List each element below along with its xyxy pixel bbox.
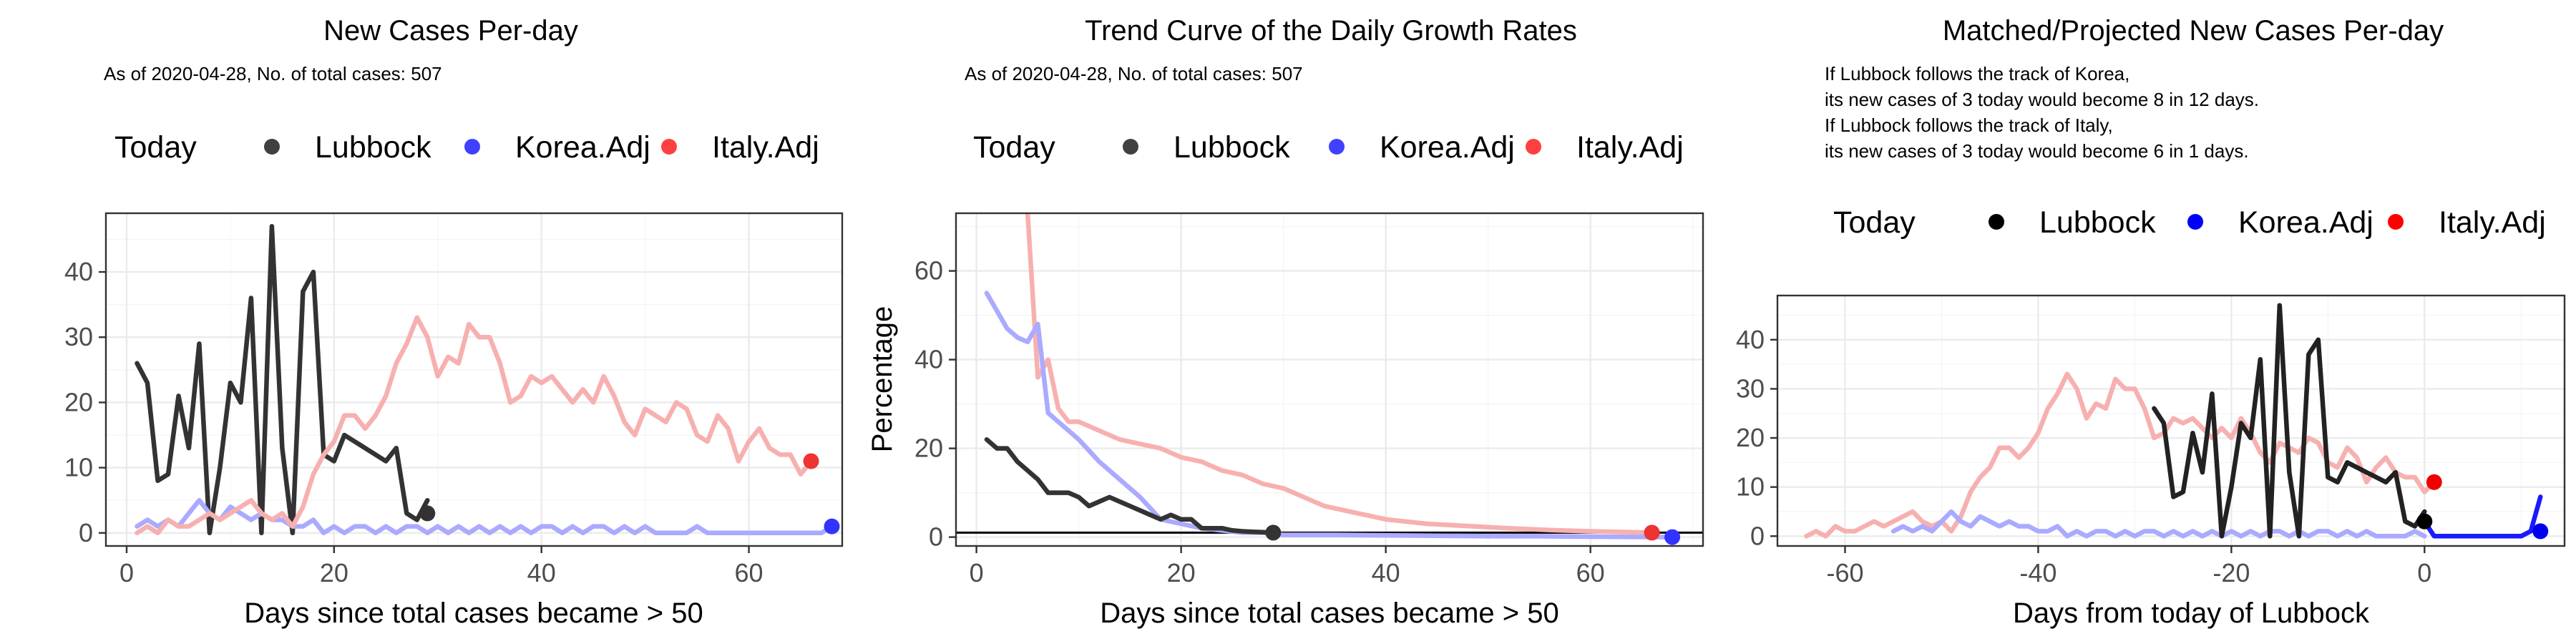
series-line-italy-adj (1025, 213, 1654, 535)
panel-border (1776, 294, 2566, 547)
y-tick-label: 10 (64, 453, 93, 482)
legend: Today Lubbock Korea.Adj Italy.Adj (1833, 205, 2546, 240)
y-tick-label: 40 (914, 345, 943, 374)
y-tick-label: 20 (1736, 423, 1765, 452)
panel-border (104, 212, 844, 547)
legend: Today Lubbock Korea.Adj Italy.Adj (114, 130, 819, 165)
series-line-korea-adj-projection (2422, 494, 2543, 539)
today-point-korea-adj (1664, 529, 1681, 545)
series-line-lubbock (135, 223, 430, 536)
legend-key-italy-adj (2388, 214, 2404, 230)
x-tick-label: 60 (1576, 558, 1605, 587)
x-tick-label: 20 (1167, 558, 1196, 587)
today-point-korea-adj (2532, 523, 2549, 540)
legend-label: Lubbock (315, 130, 431, 165)
chart-title: Trend Curve of the Daily Growth Rates (1085, 15, 1577, 47)
y-tick-label: 30 (1736, 374, 1765, 403)
x-tick-label: 40 (527, 558, 556, 587)
chart-2: Trend Curve of the Daily Growth Rates As … (867, 15, 1704, 629)
series-line-lubbock (2152, 303, 2427, 539)
legend-key-lubbock (1989, 214, 2004, 230)
series-line-italy-adj (135, 315, 814, 536)
y-tick-label: 20 (64, 387, 93, 416)
x-tick-label: -40 (2019, 558, 2057, 587)
x-tick-label: 20 (320, 558, 348, 587)
y-tick-label: 10 (1736, 472, 1765, 502)
x-tick-label: -60 (1826, 558, 1863, 587)
series-line-korea-adj (1890, 509, 2427, 539)
legend-label: Italy.Adj (1576, 130, 1684, 165)
legend-label: Lubbock (2039, 205, 2156, 240)
projection-note: If Lubbock follows the track of Korea, (1825, 63, 2129, 84)
projection-note: If Lubbock follows the track of Italy, (1825, 114, 2113, 136)
x-tick-label: 60 (735, 558, 763, 587)
today-point-italy-adj (2426, 474, 2442, 490)
projection-note: its new cases of 3 today would become 8 … (1825, 89, 2259, 110)
y-tick-label: 30 (64, 322, 93, 351)
legend-key-italy-adj (661, 139, 677, 155)
panel-border (955, 212, 1704, 547)
legend-key-korea-adj (2187, 214, 2203, 230)
legend-label: Italy.Adj (2439, 205, 2546, 240)
today-point-lubbock (1265, 525, 1282, 541)
x-axis-label: Days since total cases became > 50 (1100, 597, 1558, 629)
chart-subtitle: As of 2020-04-28, No. of total cases: 50… (965, 63, 1303, 84)
x-axis-label: Days since total cases became > 50 (244, 597, 703, 629)
today-point-italy-adj (803, 453, 819, 469)
series-line-korea-adj (135, 497, 834, 536)
projection-note: its new cases of 3 today would become 6 … (1825, 140, 2249, 162)
today-point-korea-adj (824, 518, 840, 535)
x-axis-label: Days from today of Lubbock (2013, 597, 2370, 629)
legend-label: Lubbock (1174, 130, 1290, 165)
legend-label: Korea.Adj (515, 130, 650, 165)
x-tick-label: -20 (2212, 558, 2250, 587)
legend-title: Today (114, 130, 197, 165)
chart-title: New Cases Per-day (323, 15, 578, 47)
x-tick-label: 0 (119, 558, 134, 587)
y-axis-label: Percentage (867, 306, 898, 453)
today-point-italy-adj (1644, 525, 1660, 541)
y-tick-label: 60 (914, 256, 943, 286)
legend: Today Lubbock Korea.Adj Italy.Adj (973, 130, 1684, 165)
today-point-lubbock (419, 505, 436, 522)
legend-label: Italy.Adj (712, 130, 819, 165)
legend-key-lubbock (1123, 139, 1138, 155)
legend-title: Today (1833, 205, 1916, 240)
x-tick-label: 40 (1372, 558, 1400, 587)
x-tick-label: 0 (2417, 558, 2431, 587)
legend-key-korea-adj (464, 139, 480, 155)
chart-1: New Cases Per-day As of 2020-04-28, No. o… (64, 15, 844, 629)
legend-title: Today (973, 130, 1055, 165)
y-tick-label: 40 (1736, 325, 1765, 354)
x-tick-label: 0 (970, 558, 984, 587)
chart-3: Matched/Projected New Cases Per-day If Lu… (1736, 15, 2566, 629)
chart-subtitle: As of 2020-04-28, No. of total cases: 50… (104, 63, 442, 84)
series-line-lubbock (984, 436, 1276, 535)
series-line-korea-adj (984, 291, 1675, 540)
legend-label: Korea.Adj (2238, 205, 2373, 240)
legend-key-korea-adj (1329, 139, 1345, 155)
y-tick-label: 0 (79, 518, 93, 547)
y-tick-label: 0 (1750, 521, 1765, 550)
chart-title: Matched/Projected New Cases Per-day (1943, 15, 2444, 47)
y-tick-label: 0 (929, 522, 943, 552)
y-tick-label: 40 (64, 257, 93, 286)
legend-key-italy-adj (1526, 139, 1541, 155)
legend-label: Korea.Adj (1380, 130, 1515, 165)
today-point-lubbock (2416, 513, 2433, 530)
series-line-italy-adj (1804, 371, 2437, 539)
legend-key-lubbock (264, 139, 280, 155)
y-tick-label: 20 (914, 434, 943, 463)
